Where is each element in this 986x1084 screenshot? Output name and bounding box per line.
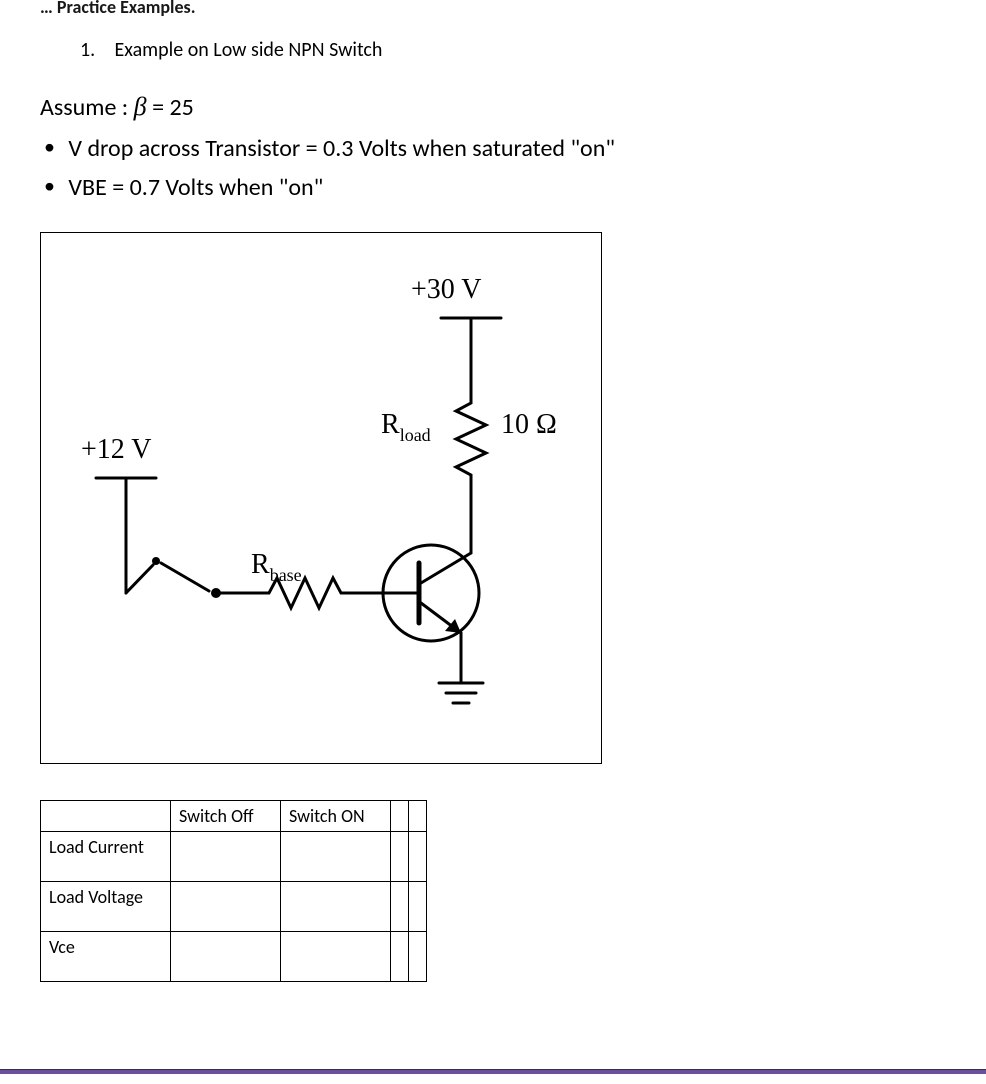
spacer-col-2 [409, 801, 427, 832]
beta-symbol: β [134, 92, 147, 121]
supply-base-label: +12 V [81, 434, 152, 465]
col-on-header: Switch ON [281, 801, 391, 832]
results-table: Switch Off Switch ON Load Current Load V… [40, 800, 427, 982]
col-off-header: Switch Off [171, 801, 281, 832]
cell-on [281, 832, 391, 882]
page: … Practice Examples. 1. Example on Low s… [0, 0, 986, 1080]
circuit-svg: +30 V Rload 10 Ω [41, 233, 601, 763]
row-label: Load Current [41, 832, 171, 882]
bullet-2-text: VBE = 0.7 Volts when "on" [68, 173, 323, 202]
bullet-dot-icon: • [44, 172, 55, 199]
cell-on [281, 882, 391, 932]
cell-off [171, 882, 281, 932]
spacer-col-1 [391, 801, 409, 832]
bullet-1: • V drop across Transistor = 0.3 Volts w… [44, 134, 946, 163]
item-title: Example on Low side NPN Switch [115, 38, 383, 62]
table-row: Vce [41, 932, 427, 982]
beta-value: = 25 [152, 93, 194, 122]
bullet-dot-icon: • [44, 133, 55, 160]
cell-off [171, 932, 281, 982]
table-header-row: Switch Off Switch ON [41, 801, 427, 832]
footer-rule [0, 1069, 986, 1074]
assume-prefix: Assume : [40, 93, 128, 122]
table-corner [41, 801, 171, 832]
supply-load-label: +30 V [411, 274, 482, 305]
row-label: Load Voltage [41, 882, 171, 932]
cell-off [171, 832, 281, 882]
table-row: Load Voltage [41, 882, 427, 932]
bullet-1-text: V drop across Transistor = 0.3 Volts whe… [68, 134, 615, 163]
item-number: 1. [80, 38, 110, 62]
assume-line: Assume : β = 25 [40, 92, 946, 122]
rload-value: 10 Ω [501, 409, 557, 440]
rload-label: Rload [381, 409, 431, 445]
table-row: Load Current [41, 832, 427, 882]
cell-on [281, 932, 391, 982]
circuit-diagram: +30 V Rload 10 Ω [40, 232, 602, 764]
bullet-2: • VBE = 0.7 Volts when "on" [44, 173, 946, 202]
example-heading: 1. Example on Low side NPN Switch [80, 38, 946, 62]
header-fragment: … Practice Examples. [40, 0, 946, 18]
row-label: Vce [41, 932, 171, 982]
